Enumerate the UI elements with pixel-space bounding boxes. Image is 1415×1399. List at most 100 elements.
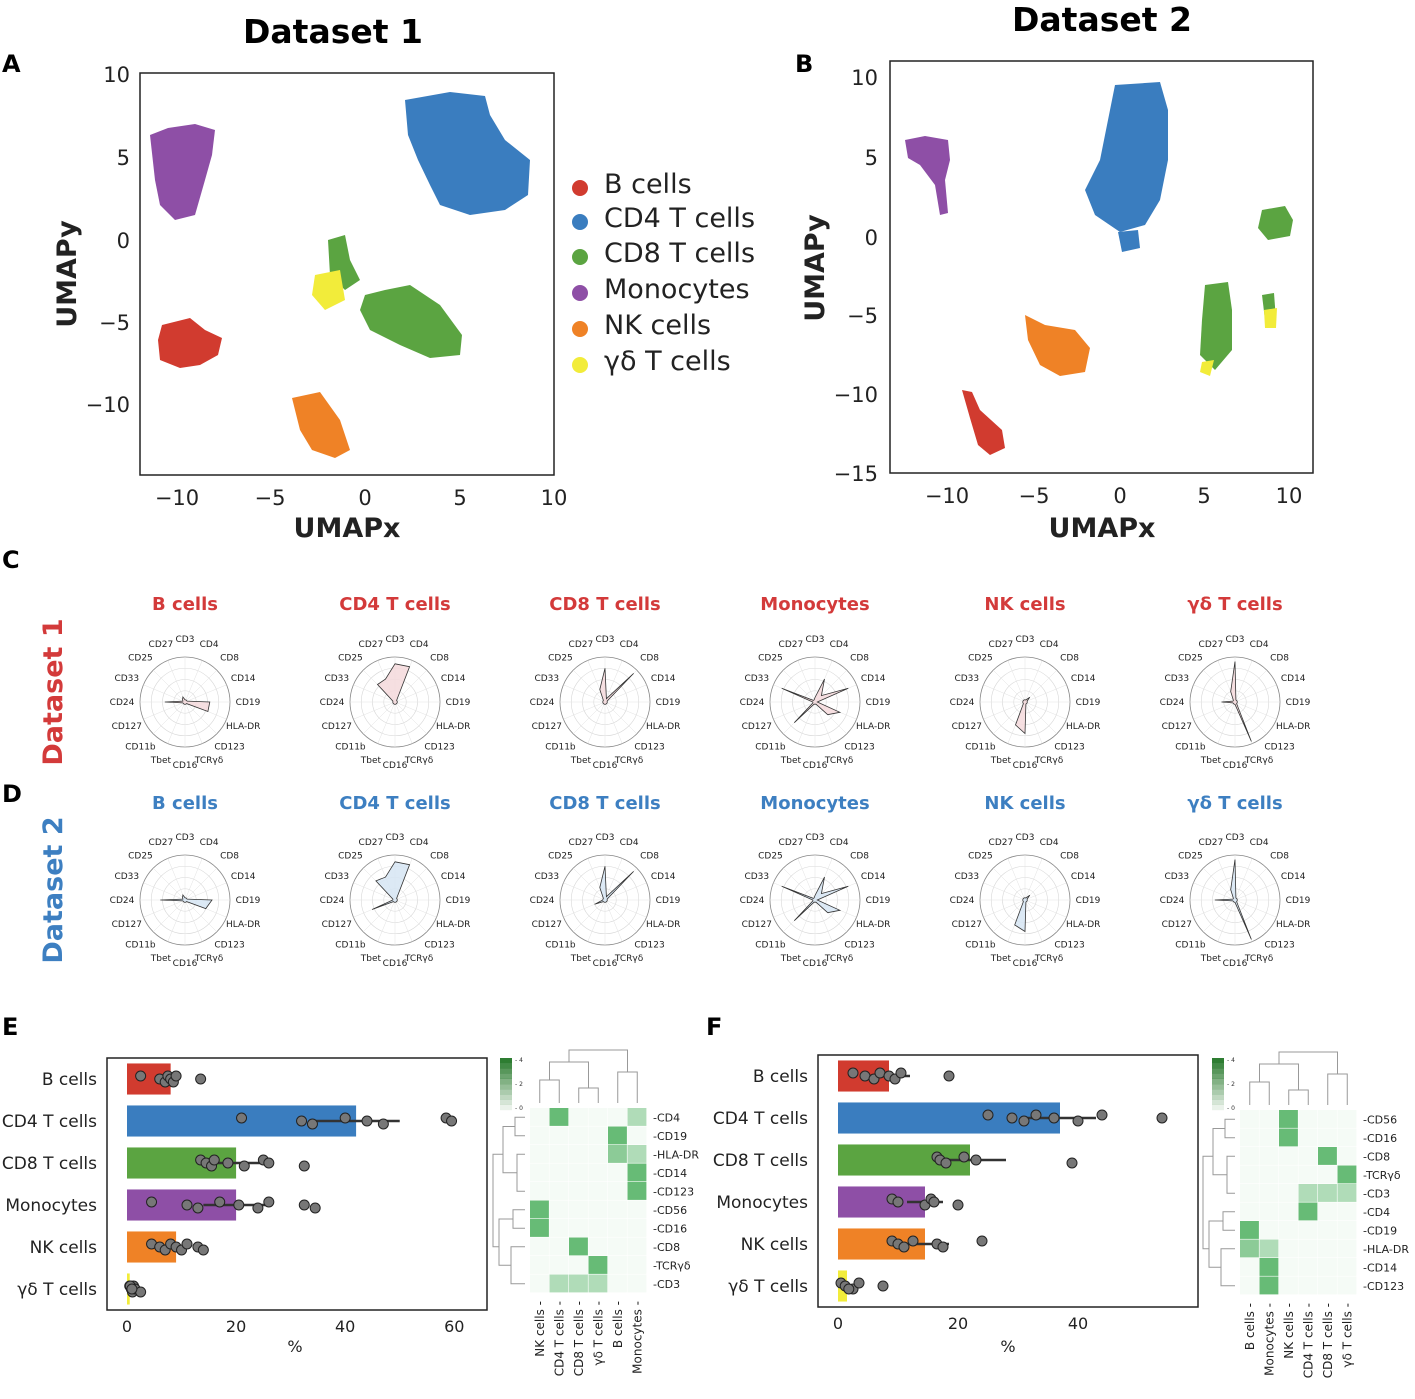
heatmap-cell — [1240, 1128, 1259, 1147]
radar-axis-label: CD123 — [634, 743, 664, 753]
heatmap-row-label: -CD8 — [1363, 1150, 1390, 1163]
radar-axis-label: CD16 — [1013, 761, 1038, 771]
heatmap-cell — [1337, 1239, 1357, 1258]
radar-axis-label: CD25 — [758, 851, 783, 861]
heatmap-cell — [1298, 1276, 1318, 1295]
radar-spoke — [363, 899, 396, 932]
radar-spoke — [394, 701, 437, 720]
radar-axis-label: CD25 — [338, 653, 363, 663]
data-point — [853, 1277, 865, 1289]
colorbar-step — [500, 1084, 512, 1090]
heatmap-cell — [1279, 1147, 1298, 1165]
colorbar-tick: - 0 — [515, 1105, 523, 1112]
radar-axis-label: CD24 — [740, 698, 765, 708]
bar-xtick: 60 — [444, 1317, 464, 1336]
heatmap-col-label: Monocytes - — [630, 1301, 644, 1374]
data-point — [943, 1070, 955, 1082]
bar-e-frame — [106, 1057, 488, 1311]
radar-spoke — [184, 660, 203, 703]
radar-axis-label: Tbet — [1200, 756, 1222, 766]
heatmap-cell — [1240, 1239, 1259, 1258]
heatmap-cell — [1259, 1128, 1279, 1147]
radar-spoke — [1203, 899, 1236, 932]
radar-spoke — [167, 660, 186, 703]
colorbar-tick: - 4 — [1227, 1057, 1235, 1064]
dataset2-title: Dataset 2 — [1012, 0, 1192, 39]
radar-spoke — [1007, 660, 1026, 703]
radar-spoke — [1024, 701, 1067, 720]
radar-spoke — [363, 701, 396, 734]
radar-axis-label: CD24 — [320, 698, 345, 708]
data-point — [843, 1283, 855, 1295]
radar-axis-label: CD19 — [446, 698, 471, 708]
panel-letter-d: D — [2, 780, 22, 808]
radar-profile — [1014, 894, 1031, 933]
heatmap-cell — [1318, 1165, 1337, 1184]
radar-axis-label: CD19 — [656, 698, 681, 708]
heatmap-cell — [1259, 1258, 1279, 1276]
radar-axis-label: HLA-DR — [1276, 920, 1310, 930]
colorbar-step — [1212, 1084, 1224, 1090]
radar-axis-label: CD16 — [383, 959, 408, 969]
radar-axis-label: CD123 — [634, 941, 664, 951]
heatmap-row-label: -CD16 — [653, 1222, 687, 1235]
radar-axis-label: CD4 — [620, 838, 639, 848]
heatmap-cell — [1240, 1147, 1259, 1165]
heatmap-col-label: Monocytes - — [1262, 1303, 1276, 1376]
bar-category-label: CD4 T cells — [2, 1112, 97, 1132]
heatmap-cell — [1259, 1202, 1279, 1221]
heatmap-cell — [627, 1274, 647, 1293]
heatmap-cell — [608, 1256, 627, 1274]
data-point — [937, 1241, 949, 1253]
umap2-xtick: −5 — [1019, 484, 1050, 508]
data-point — [238, 1160, 250, 1172]
data-point — [898, 1241, 910, 1253]
radar-axis-label: CD25 — [758, 653, 783, 663]
radar-spoke — [143, 701, 186, 720]
radar-axis-label: CD19 — [1076, 896, 1101, 906]
radar-axis-label: CD3 — [1226, 635, 1245, 645]
data-point — [222, 1157, 234, 1169]
heatmap-cell — [588, 1126, 608, 1145]
heatmap-cell — [627, 1256, 647, 1274]
data-point — [877, 1280, 889, 1292]
heatmap-cell — [1318, 1128, 1337, 1147]
radar-spoke — [1193, 684, 1236, 703]
heatmap-cell — [588, 1274, 608, 1293]
radar-profile — [164, 696, 211, 713]
bar-chart-f: % B cells CD4 T cells CD8 T cells Monocytes… — [713, 1054, 1199, 1356]
radar-spoke — [783, 670, 816, 703]
radar-axis-label: CD27 — [149, 838, 174, 848]
heatmap-cell — [569, 1237, 588, 1256]
heatmap-cell — [569, 1182, 588, 1200]
radar-axis-label: CD11b — [335, 941, 366, 951]
radar-axis-label: CD3 — [176, 635, 195, 645]
heatmap-cell — [608, 1274, 627, 1293]
radar-spoke — [1203, 868, 1236, 901]
radar-axis-label: CD127 — [532, 920, 562, 930]
umap2-gd-cluster — [1264, 308, 1277, 328]
radar-spoke — [604, 660, 623, 703]
colorbar: - 4 - 2 - 0 — [1212, 1057, 1235, 1112]
radar-spoke — [1024, 701, 1043, 744]
heatmap-cell — [1318, 1184, 1337, 1202]
legend-label: CD4 T cells — [604, 203, 755, 234]
radar-axis-label: CD8 — [1060, 653, 1079, 663]
radar-title: γδ T cells — [1187, 793, 1282, 814]
heatmap-cell — [549, 1126, 569, 1145]
column-dendrogram — [539, 1049, 638, 1103]
radar-spoke — [143, 899, 186, 918]
radar-axis-label: CD27 — [359, 838, 384, 848]
umap2-nk-cluster — [1025, 315, 1090, 376]
heatmap-col-label: CD4 T cells - — [1301, 1303, 1315, 1378]
heatmap-cell — [1318, 1202, 1337, 1221]
radar-axis-label: CD4 — [1040, 640, 1059, 650]
heatmap-cell — [608, 1182, 627, 1200]
radar-axis-label: CD8 — [1060, 851, 1079, 861]
radar-axis-label: CD3 — [596, 833, 615, 843]
dataset1-title: Dataset 1 — [243, 12, 423, 51]
heatmap-cell — [1240, 1221, 1259, 1239]
dendrogram-branch — [498, 1218, 513, 1266]
umap1-ytick: 0 — [117, 229, 130, 253]
